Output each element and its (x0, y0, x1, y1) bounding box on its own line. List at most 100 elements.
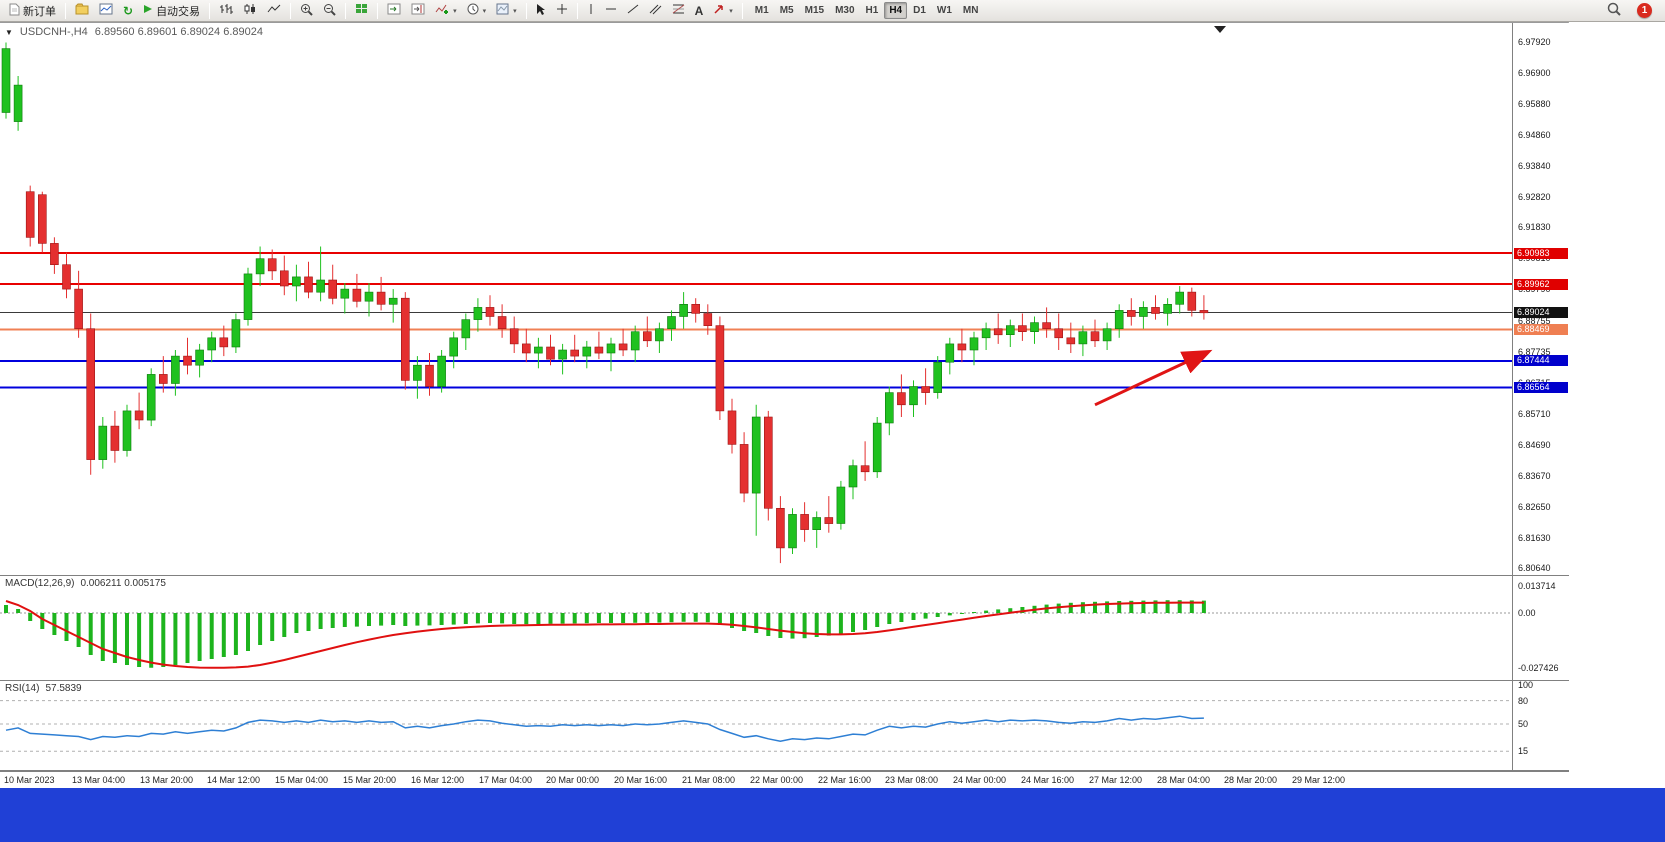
arrows-tool-button[interactable]: ▾ (709, 1, 737, 20)
price-line-tag: 6.88469 (1514, 324, 1568, 335)
vertical-line-tool-button[interactable] (583, 1, 599, 20)
rsi-chart[interactable] (0, 681, 1512, 770)
add-indicator-button[interactable]: ▾ (431, 1, 461, 20)
crosshair-icon (556, 3, 568, 18)
ohlc-bars-icon (219, 3, 234, 18)
profiles-icon (75, 3, 89, 18)
time-axis-label: 13 Mar 04:00 (72, 775, 126, 785)
time-axis-label: 22 Mar 16:00 (818, 775, 872, 785)
chart-shift-button[interactable] (407, 1, 429, 20)
price-line-tag: 6.87444 (1514, 355, 1568, 366)
refresh-icon: ↻ (123, 3, 134, 18)
fibonacci-icon (672, 3, 685, 18)
line-chart-button[interactable] (263, 1, 285, 20)
crosshair-button[interactable] (552, 1, 572, 20)
time-axis-label: 20 Mar 00:00 (546, 775, 600, 785)
fibonacci-tool-button[interactable] (668, 1, 689, 20)
timeframe-m5-button[interactable]: M5 (779, 5, 794, 16)
tile-windows-icon (355, 3, 368, 18)
horizontal-line-tool-button[interactable] (601, 1, 621, 20)
chart-symbol-period: USDCNH-,H4 (19, 26, 88, 38)
search-button[interactable] (1603, 1, 1625, 20)
auto-scroll-button[interactable] (383, 1, 405, 20)
time-axis-label: 29 Mar 12:00 (1292, 775, 1346, 785)
search-icon (1607, 2, 1621, 19)
rsi-pane: RSI(14) 57.5839 100 80 50 15 (0, 681, 1569, 771)
timeframe-mn-button[interactable]: MN (962, 5, 979, 16)
macd-chart[interactable] (0, 576, 1512, 680)
templates-button[interactable]: ▾ (492, 1, 521, 20)
new-order-label: 新订单 (23, 5, 56, 18)
chart-window-usdcnh: ▼ USDCNH-,H4 6.89560 6.89601 6.89024 6.8… (0, 22, 1569, 789)
rsi-axis-label: 50 (1518, 719, 1529, 729)
time-axis-label: 14 Mar 12:00 (207, 775, 261, 785)
periods-button[interactable]: ▾ (463, 1, 491, 20)
price-axis-label: 6.94860 (1518, 130, 1551, 140)
timeframe-h4-button[interactable]: H4 (884, 2, 908, 19)
price-axis[interactable]: 6.97920 6.96900 6.95880 6.94860 6.93840 6.928… (1512, 23, 1569, 575)
price-line-tag: 6.86564 (1514, 382, 1568, 393)
trendline-tool-button[interactable] (623, 1, 643, 20)
price-line-tag: 6.90983 (1514, 248, 1568, 259)
time-axis-label: 15 Mar 20:00 (343, 775, 397, 785)
notification-badge[interactable]: 1 (1637, 3, 1652, 18)
time-axis-label: 22 Mar 00:00 (750, 775, 804, 785)
charts-icon (99, 3, 113, 18)
refresh-button[interactable]: ↻ (119, 1, 137, 20)
zoom-in-button[interactable] (296, 1, 317, 20)
candlesticks-button[interactable] (239, 1, 261, 20)
equidistant-channel-button[interactable] (645, 1, 666, 20)
toolbar-separator (741, 2, 743, 19)
time-axis-label: 10 Mar 2023 (4, 775, 55, 785)
bottom-blue-strip (0, 788, 1665, 842)
chart-context-icon[interactable]: ▼ (5, 27, 13, 37)
timeframe-w1-button[interactable]: W1 (936, 5, 952, 16)
toolbar-separator (576, 2, 578, 19)
price-axis-label: 6.80640 (1518, 563, 1551, 573)
time-axis-label: 28 Mar 20:00 (1224, 775, 1278, 785)
price-axis-label: 6.85710 (1518, 409, 1551, 419)
zoom-in-icon (300, 3, 313, 19)
cursor-button[interactable] (532, 1, 550, 20)
cursor-icon (536, 3, 546, 19)
rsi-axis-label: 15 (1518, 746, 1529, 756)
rsi-axis[interactable]: 100 80 50 15 (1512, 681, 1569, 770)
zoom-out-button[interactable] (319, 1, 340, 20)
timeframe-h1-button[interactable]: H1 (865, 5, 879, 16)
candlestick-chart[interactable] (0, 23, 1512, 575)
charts-button[interactable] (95, 1, 117, 20)
new-order-button[interactable]: 新订单 (5, 1, 60, 20)
chart-shift-icon (411, 3, 425, 18)
chart-title: ▼ USDCNH-,H4 6.89560 6.89601 6.89024 6.8… (5, 26, 263, 38)
timeframe-m30-button[interactable]: M30 (835, 5, 855, 16)
main-chart-pane: ▼ USDCNH-,H4 6.89560 6.89601 6.89024 6.8… (0, 23, 1569, 576)
macd-axis[interactable]: 0.013714 0.00 -0.027426 (1512, 576, 1569, 680)
rsi-axis-label: 100 (1518, 680, 1534, 690)
time-axis-label: 17 Mar 04:00 (479, 775, 533, 785)
price-axis-label: 6.95880 (1518, 99, 1551, 109)
price-axis-label: 6.81630 (1518, 533, 1551, 543)
toolbar-separator (209, 2, 211, 19)
text-tool-button[interactable]: A (691, 1, 708, 20)
candlesticks-icon (243, 3, 257, 18)
auto-scroll-icon (387, 3, 401, 18)
profiles-button[interactable] (71, 1, 93, 20)
tile-windows-button[interactable] (351, 1, 372, 20)
timeframe-m15-button[interactable]: M15 (804, 5, 825, 16)
ohlc-bars-button[interactable] (215, 1, 237, 20)
chevron-down-icon: ▾ (729, 7, 733, 15)
price-axis-label: 6.84690 (1518, 440, 1551, 450)
time-axis-label: 15 Mar 04:00 (275, 775, 329, 785)
time-axis[interactable]: 10 Mar 2023 13 Mar 04:00 13 Mar 20:00 14 Ma… (0, 771, 1569, 789)
timeframe-m1-button[interactable]: M1 (754, 5, 769, 16)
price-axis-label: 6.91830 (1518, 222, 1551, 232)
line-chart-icon (267, 3, 281, 18)
equidistant-channel-icon (649, 3, 662, 18)
autotrading-button[interactable]: 自动交易 (139, 1, 204, 20)
toolbar-separator (345, 2, 347, 19)
timeframe-d1-button[interactable]: D1 (913, 5, 926, 16)
price-axis-label: 6.93840 (1518, 161, 1551, 171)
price-line-tag: 6.89962 (1514, 279, 1568, 290)
rsi-label-row: RSI(14) 57.5839 (5, 683, 82, 694)
